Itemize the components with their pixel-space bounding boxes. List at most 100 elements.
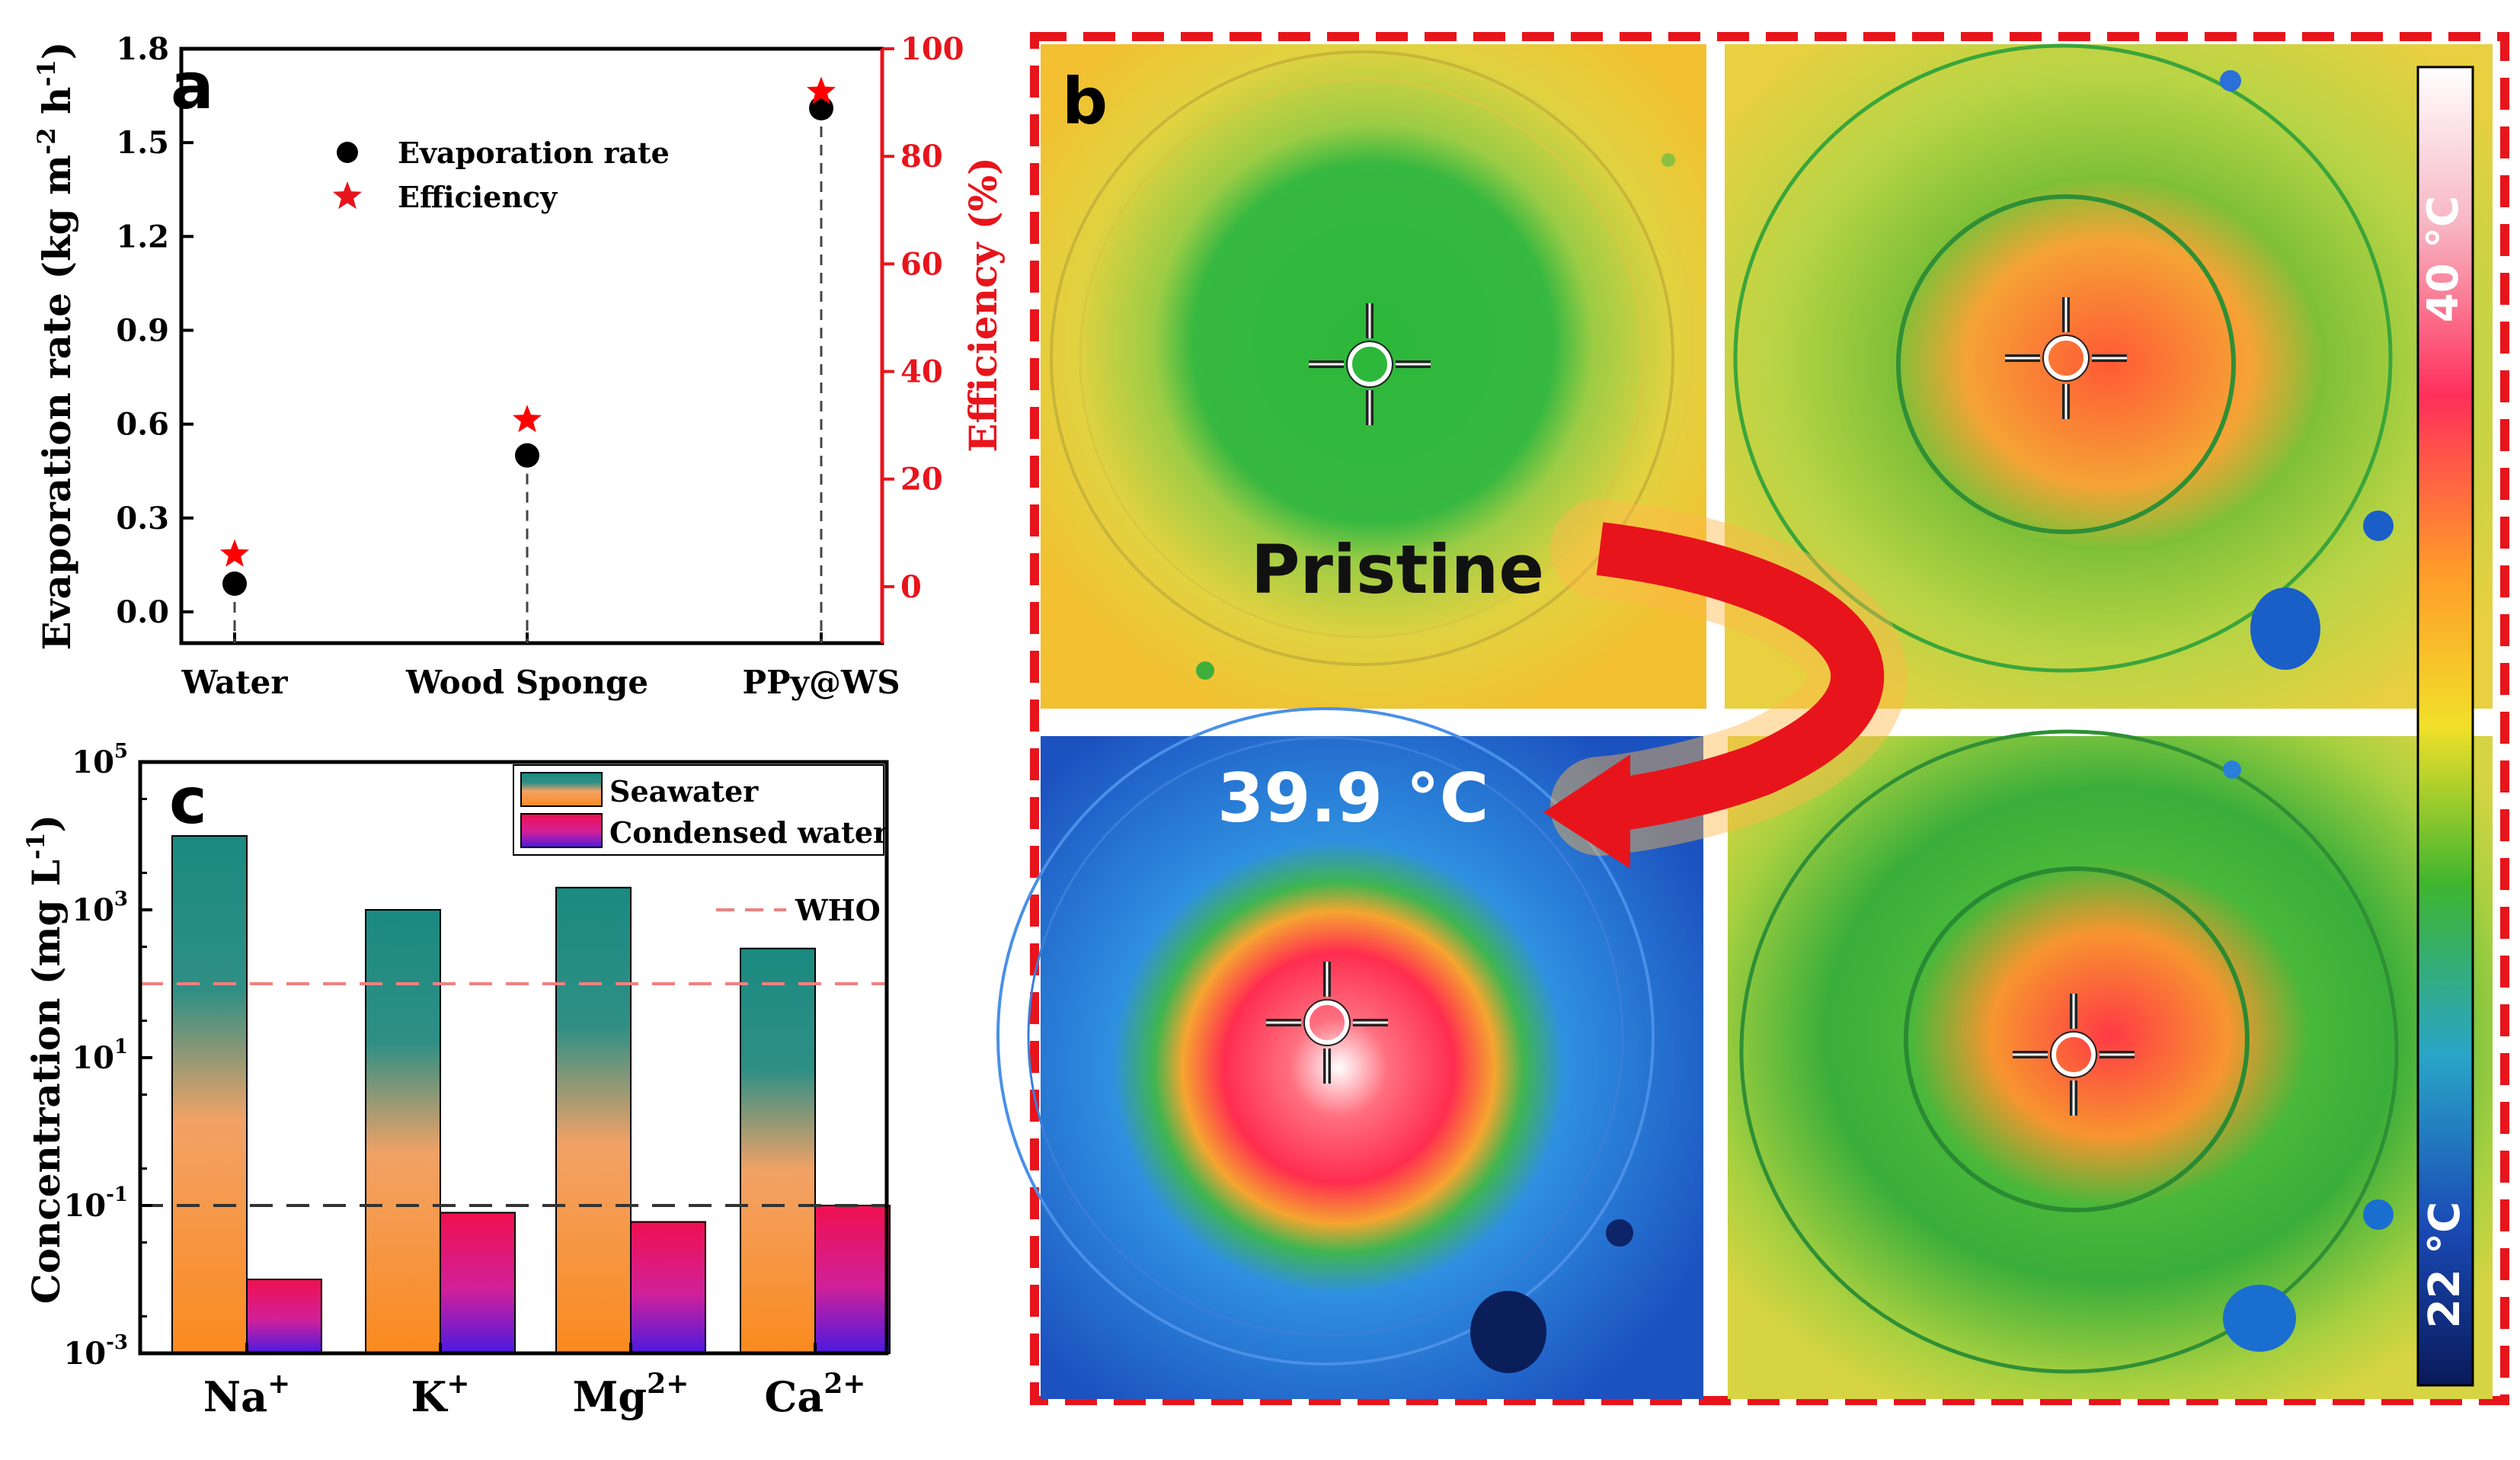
panel-c-ylabel: Concentration (mg L-1) [21,815,69,1304]
evaporation-rate-point [222,572,247,596]
panel-c-y-tick-label: 105 [72,740,128,780]
thermal-tl-spot-2 [1661,153,1675,167]
panel-a-right-tick-label: 20 [900,462,943,498]
panel-a-category-ticks: Water Wood Sponge PPy@WS [181,632,900,701]
panel-c-y-tick-exp: 3 [114,888,128,911]
curved-arrow [1596,522,1885,833]
seawater-bar [171,835,248,1354]
thermal-tr-sample-edge [1896,194,2236,534]
thermal-bl-dark-spot [1470,1291,1546,1373]
panel-a-ylabel-sup2: -1 [32,59,61,87]
panel-c-y-tick-base: 10 [72,744,114,780]
panel-a-left-tick-label: 0.0 [116,594,169,630]
panel-a-label: a [171,49,214,123]
thermal-tl-dish-ring [1050,50,1674,666]
thermal-tr-blue-spot [2250,588,2320,670]
thermal-tl-dish-inner-ring [1079,78,1645,639]
thermal-bl-dish-ring [996,707,1655,1366]
legend-c-condensed-label: Condensed water [609,815,889,850]
legend-a-efficiency-label: Efficiency [398,180,558,214]
panel-a-category-label: PPy@WS [742,664,900,701]
crosshair-marker [2013,994,2135,1116]
panel-a-ylabel-end: ) [34,42,79,60]
panel-c-category-label: Ca2+ [764,1368,865,1421]
thermal-image-bottom-left [996,707,1703,1399]
crosshair-marker [1266,962,1388,1084]
efficiency-point [220,539,249,567]
panel-a-right-tick-label: 100 [900,31,964,67]
panel-a-ylabel-sup1: -2 [32,127,61,155]
legend-c-seawater-label: Seawater [609,774,759,808]
panel-c-y-tick-label: 10-1 [63,1183,128,1224]
panel-b-thermal-images: 40 °C 22 °C Pristine 39.9 °C b [996,32,2509,1405]
panel-c-y-tick-base: 10 [63,1188,106,1224]
panel-a-ylabel-main: Evaporation rate (kg m [34,155,79,650]
panel-c-y-tick-exp: 5 [114,740,128,763]
panel-a-right-tick-label: 0 [900,569,922,605]
panel-a-y2label: Efficiency (%) [961,157,1006,452]
thermal-image-bottom-right [1728,729,2493,1399]
legend-c-seawater-swatch [520,772,603,807]
panel-c-y-tick-exp: -3 [106,1331,128,1354]
ion-charge: 2+ [823,1368,865,1400]
scale-high-label: 40 °C [2419,196,2468,323]
panel-a-left-tick-label: 0.6 [116,407,169,443]
crosshair-marker [2005,297,2127,419]
thermal-image-top-right [1725,43,2493,709]
ion-charge: + [446,1368,469,1400]
condensed-water-bar [814,1205,891,1354]
temperature-label: 39.9 °C [1217,759,1489,837]
panel-a-category-label: Water [181,664,289,701]
thermal-br-background [1728,736,2493,1399]
panel-a-right-tick-label: 60 [900,246,943,282]
curved-arrow-head [1543,754,1630,869]
panel-a-category-label: Wood Sponge [405,664,648,701]
panel-a-left-tick-label: 0.3 [116,501,169,536]
crosshair-marker [1309,303,1431,425]
seawater-bar [555,886,632,1354]
evaporation-rate-point [515,443,539,468]
thermal-tr-blue-dot-2 [2220,70,2241,91]
thermal-br-blue-spot [2223,1285,2296,1352]
thermal-image-top-left [1041,44,1706,709]
legend-a-efficiency-marker [333,181,362,210]
panel-a-ylabel-mid: h [34,87,79,128]
thermal-tr-dish-ring [1733,43,2393,673]
panel-a-left-tick-label: 0.9 [116,312,169,348]
panel-c-category-label: Mg2+ [573,1368,689,1421]
legend-a-evaporation-label: Evaporation rate [398,136,670,170]
temperature-scale-bar [2416,66,2474,1387]
panel-b-label: b [1062,64,1108,139]
panel-c-y-tick-base: 10 [63,1336,106,1372]
ion-charge: 2+ [647,1368,689,1400]
panel-c-ylabel-sup: -1 [21,832,50,860]
panel-a-left-tick-label: 1.2 [116,219,169,255]
panel-a-ylabel: Evaporation rate (kg m-2 h-1) [32,42,79,651]
scale-low-label: 22 °C [2420,1202,2470,1329]
panel-a-left-tick-label: 1.8 [116,31,169,67]
panel-c-y-tick-base: 10 [72,892,114,928]
panel-a-right-tick-label: 80 [900,139,943,174]
panel-c-y-tick-exp: 1 [114,1036,128,1058]
ion-symbol: K [411,1372,448,1421]
panel-a-left-ticks: 0.0 0.3 0.6 0.9 1.2 1.5 1.8 [116,31,193,630]
condensed-water-bar [630,1221,706,1354]
panel-a-right-tick-label: 40 [900,354,943,390]
ion-symbol: Mg [573,1372,648,1421]
panel-c-category-labels: Na+ K+ Mg2+ Ca2+ [203,1343,866,1421]
panel-c-reference-lines [140,982,887,1207]
panel-c-bars [171,835,891,1354]
thermal-br-blue-dot [2363,1199,2394,1230]
panel-a-right-ticks: 0 20 40 60 80 100 [882,31,964,605]
thermal-bl-dark-dot [1606,1219,1633,1247]
panel-c-label: c [169,764,207,838]
condensed-water-bar [246,1279,322,1354]
legend-c-who-label: WHO [795,893,881,927]
thermal-br-sample-edge [1904,866,2250,1212]
panel-c-y-tick-base: 10 [72,1040,114,1076]
panel-c-y-tick-label: 10-3 [63,1331,128,1372]
seawater-bar [365,909,441,1354]
panel-c-y-tick-exp: -1 [106,1183,128,1206]
